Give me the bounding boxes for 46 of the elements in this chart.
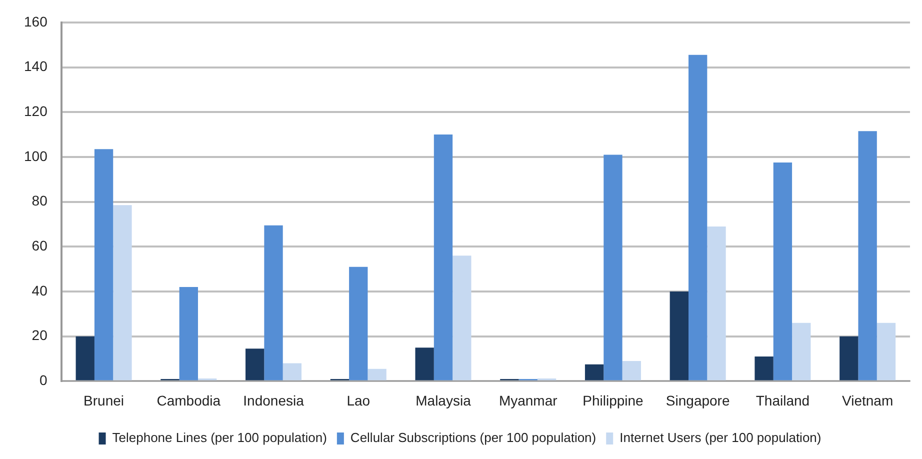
- bar: [434, 134, 453, 380]
- bar: [792, 322, 811, 380]
- bar: [858, 131, 877, 380]
- bar: [604, 154, 622, 380]
- x-tick-label: Philippine: [582, 392, 644, 408]
- bar: [452, 256, 472, 380]
- y-tick-label: 0: [40, 372, 48, 388]
- y-tick-label: 140: [24, 58, 48, 74]
- x-tick-label: Myanmar: [498, 392, 558, 408]
- y-tick-label: 100: [24, 148, 48, 164]
- bar: [179, 287, 198, 380]
- bar: [670, 292, 689, 380]
- x-tick-label: Lao: [346, 392, 370, 408]
- bar: [368, 368, 386, 380]
- bar: [415, 348, 434, 380]
- y-tick-label: 20: [32, 327, 48, 344]
- bar: [688, 54, 708, 380]
- x-tick-label: Cambodia: [156, 392, 221, 408]
- bar: [113, 205, 132, 380]
- bar: [840, 336, 858, 380]
- bar: [622, 361, 641, 380]
- bar: [754, 356, 774, 380]
- bar: [264, 225, 283, 380]
- legend-label: Internet Users (per 100 population): [620, 430, 822, 446]
- bar: [282, 363, 302, 380]
- y-tick-label: 40: [32, 282, 48, 298]
- bar: [76, 336, 94, 380]
- legend-label: Telephone Lines (per 100 population): [112, 430, 327, 446]
- y-tick-label: 160: [24, 13, 48, 30]
- bar: [707, 226, 726, 380]
- bar: [773, 162, 792, 380]
- bar: [876, 322, 896, 380]
- x-tick-label: Vietnam: [842, 392, 894, 408]
- y-tick-label: 80: [32, 192, 48, 209]
- bar: [94, 149, 114, 380]
- bar: [349, 266, 368, 380]
- bar: [584, 364, 604, 380]
- bar: [246, 348, 264, 380]
- y-tick-label: 60: [32, 238, 48, 254]
- x-tick-label: Thailand: [756, 392, 810, 408]
- x-tick-label: Singapore: [666, 392, 730, 408]
- x-tick-label: Indonesia: [243, 392, 304, 408]
- x-tick-label: Malaysia: [416, 392, 472, 408]
- legend-label: Cellular Subscriptions (per 100 population): [350, 430, 596, 446]
- x-tick-label: Brunei: [84, 392, 124, 408]
- y-tick-label: 120: [24, 102, 48, 119]
